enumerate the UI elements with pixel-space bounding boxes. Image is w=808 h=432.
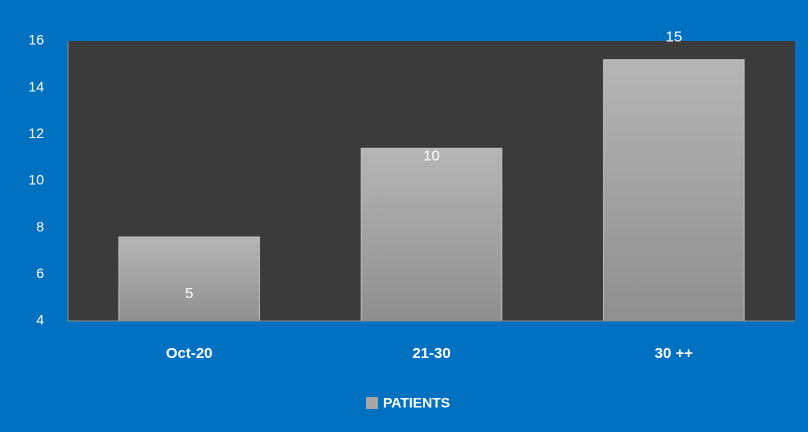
bar <box>603 59 745 322</box>
bar-series: 5 10 15 <box>118 29 745 322</box>
y-tick-label: 4 <box>36 312 44 328</box>
y-tick-label: 14 <box>28 78 44 94</box>
bar <box>360 147 503 322</box>
legend-swatch <box>366 397 378 409</box>
y-tick-label: 10 <box>28 172 44 188</box>
x-tick-label: 21-30 <box>412 345 450 362</box>
x-tick-label: 30 ++ <box>655 345 694 362</box>
x-tick-label: Oct-20 <box>166 345 213 362</box>
y-axis: 4 6 8 10 12 14 16 <box>28 32 69 328</box>
data-label: 10 <box>423 147 440 164</box>
y-tick-label: 12 <box>28 125 44 141</box>
y-tick-label: 8 <box>36 218 44 234</box>
legend-label: PATIENTS <box>383 395 450 411</box>
data-label: 5 <box>185 285 193 302</box>
bar <box>118 236 260 322</box>
x-axis: Oct-20 21-30 30 ++ <box>68 320 795 362</box>
y-tick-label: 16 <box>28 32 44 48</box>
y-tick-label: 6 <box>36 265 44 281</box>
legend: PATIENTS <box>366 395 450 411</box>
data-label: 15 <box>665 29 682 46</box>
